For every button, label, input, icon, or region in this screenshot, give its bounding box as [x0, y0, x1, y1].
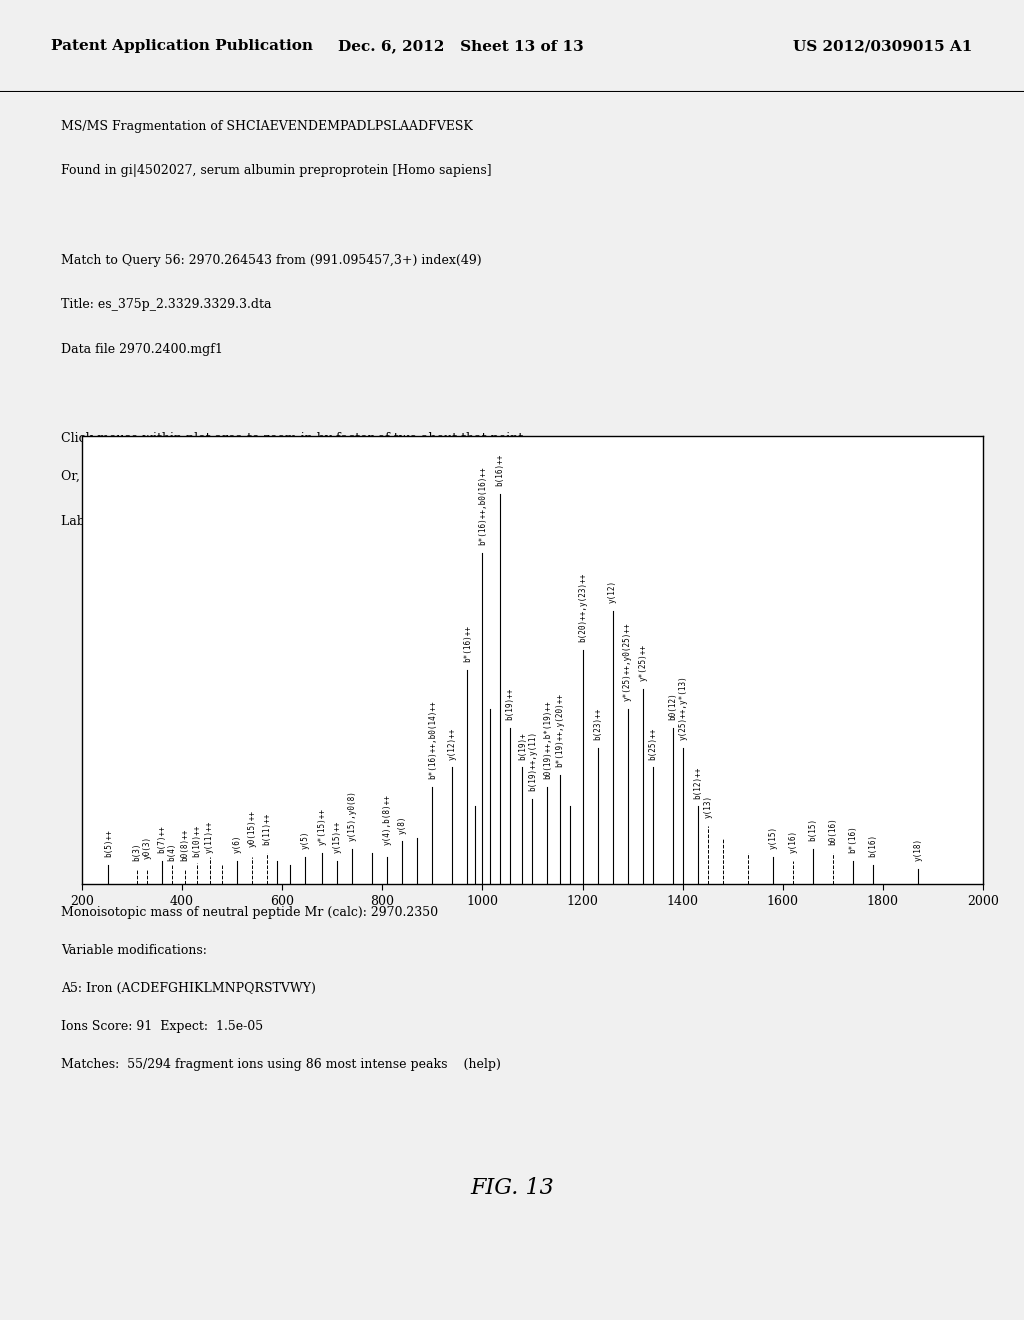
- Text: b(11)++: b(11)++: [262, 813, 271, 845]
- Text: b(16)++: b(16)++: [496, 454, 505, 486]
- Text: b*(16): b*(16): [848, 825, 857, 853]
- Text: Data file 2970.2400.mgf1: Data file 2970.2400.mgf1: [61, 343, 223, 356]
- Text: y(8): y(8): [397, 816, 407, 834]
- Text: US 2012/0309015 A1: US 2012/0309015 A1: [794, 40, 973, 53]
- Text: y(25)++,y*(13): y(25)++,y*(13): [678, 676, 687, 741]
- Text: b(20)++,y(23)++: b(20)++,y(23)++: [578, 573, 587, 643]
- Text: y(15),y0(8): y(15),y0(8): [348, 791, 356, 841]
- Text: MS/MS Fragmentation of SHCIAEVENDEMPADLPSLAADFVESK: MS/MS Fragmentation of SHCIAEVENDEMPADLP…: [61, 120, 473, 133]
- Text: Found in gi|4502027, serum albumin preproprotein [Homo sapiens]: Found in gi|4502027, serum albumin prepr…: [61, 165, 493, 177]
- Text: Patent Application Publication: Patent Application Publication: [51, 40, 313, 53]
- Text: to: to: [323, 470, 335, 483]
- Text: y*(25)++: y*(25)++: [638, 644, 647, 681]
- Text: y(18): y(18): [913, 838, 923, 861]
- Text: y(16): y(16): [788, 830, 798, 853]
- Text: Ions Score: 91  Expect:  1.5e-05: Ions Score: 91 Expect: 1.5e-05: [61, 1019, 263, 1032]
- Text: b*(16)++,b0(14)++: b*(16)++,b0(14)++: [428, 701, 437, 779]
- Text: b(15): b(15): [808, 818, 817, 841]
- Text: b(19)+: b(19)+: [518, 731, 527, 759]
- Text: y(4),b(8)++: y(4),b(8)++: [383, 795, 392, 845]
- Text: Click mouse within plot area to zoom in by factor of two about that point: Click mouse within plot area to zoom in …: [61, 432, 523, 445]
- Text: y(11)++: y(11)++: [205, 821, 214, 853]
- Text: Matches:  55/294 fragment ions using 86 most intense peaks    (help): Matches: 55/294 fragment ions using 86 m…: [61, 1057, 502, 1071]
- Text: y(6): y(6): [232, 834, 242, 853]
- Text: b*(16)++,b0(16)++: b*(16)++,b0(16)++: [478, 466, 487, 545]
- Text: y(15): y(15): [768, 826, 777, 849]
- Text: y(12)++: y(12)++: [447, 727, 457, 759]
- Text: Title: es_375p_2.3329.3329.3.dta: Title: es_375p_2.3329.3329.3.dta: [61, 298, 272, 312]
- Text: y0(15)++: y0(15)++: [248, 810, 257, 847]
- Text: b(19)++: b(19)++: [506, 688, 514, 721]
- Text: Full range: Full range: [486, 470, 552, 483]
- Text: b0(16): b0(16): [828, 817, 838, 845]
- Text: y(5): y(5): [300, 830, 309, 849]
- Text: b(25)++: b(25)++: [648, 727, 657, 759]
- Text: y(12): y(12): [608, 581, 617, 603]
- Text: b(3): b(3): [132, 842, 141, 861]
- Text: Match to Query 56: 2970.264543 from (991.095457,3+) index(49): Match to Query 56: 2970.264543 from (991…: [61, 253, 482, 267]
- Text: b0(12): b0(12): [668, 693, 677, 721]
- Text: Variable modifications:: Variable modifications:: [61, 944, 207, 957]
- Text: Monoisotopic mass of neutral peptide Mr (calc): 2970.2350: Monoisotopic mass of neutral peptide Mr …: [61, 906, 438, 919]
- Text: b(10)++: b(10)++: [193, 825, 202, 857]
- Text: b(5)++: b(5)++: [104, 829, 113, 857]
- Text: y*(25)++,y0(25)++: y*(25)++,y0(25)++: [623, 622, 632, 701]
- Text: b0(8)++: b0(8)++: [180, 829, 189, 861]
- Text: b(4): b(4): [168, 842, 176, 861]
- Text: b0(19)++,b*(19)++: b0(19)++,b*(19)++: [543, 701, 552, 779]
- Text: 200: 200: [251, 470, 274, 483]
- Text: y0(3): y0(3): [142, 836, 152, 859]
- Text: A5: Iron (ACDEFGHIKLMNPQRSTVWY): A5: Iron (ACDEFGHIKLMNPQRSTVWY): [61, 982, 316, 994]
- Text: Plot from: Plot from: [118, 470, 176, 483]
- Text: b(7)++: b(7)++: [158, 825, 167, 853]
- Text: y*(15)++: y*(15)++: [317, 808, 327, 845]
- Text: b(16): b(16): [868, 834, 878, 857]
- Text: b(19)++,y(11): b(19)++,y(11): [528, 730, 537, 791]
- Text: Da: Da: [445, 470, 463, 483]
- Text: b(12)++: b(12)++: [693, 766, 702, 799]
- Text: y(13): y(13): [703, 795, 713, 818]
- Text: y(15)++: y(15)++: [333, 821, 342, 853]
- Text: 2000: 2000: [364, 470, 395, 483]
- Text: b*(16)++: b*(16)++: [463, 624, 472, 661]
- Text: Label all possible matches  ○    Label matches used for scoring  ◉: Label all possible matches ○ Label match…: [61, 515, 482, 528]
- Text: Or,: Or,: [61, 470, 84, 483]
- Text: b*(19)++,y(20)++: b*(19)++,y(20)++: [555, 693, 564, 767]
- Text: b(23)++: b(23)++: [593, 708, 602, 741]
- Text: Dec. 6, 2012   Sheet 13 of 13: Dec. 6, 2012 Sheet 13 of 13: [338, 40, 584, 53]
- Text: FIG. 13: FIG. 13: [470, 1177, 554, 1199]
